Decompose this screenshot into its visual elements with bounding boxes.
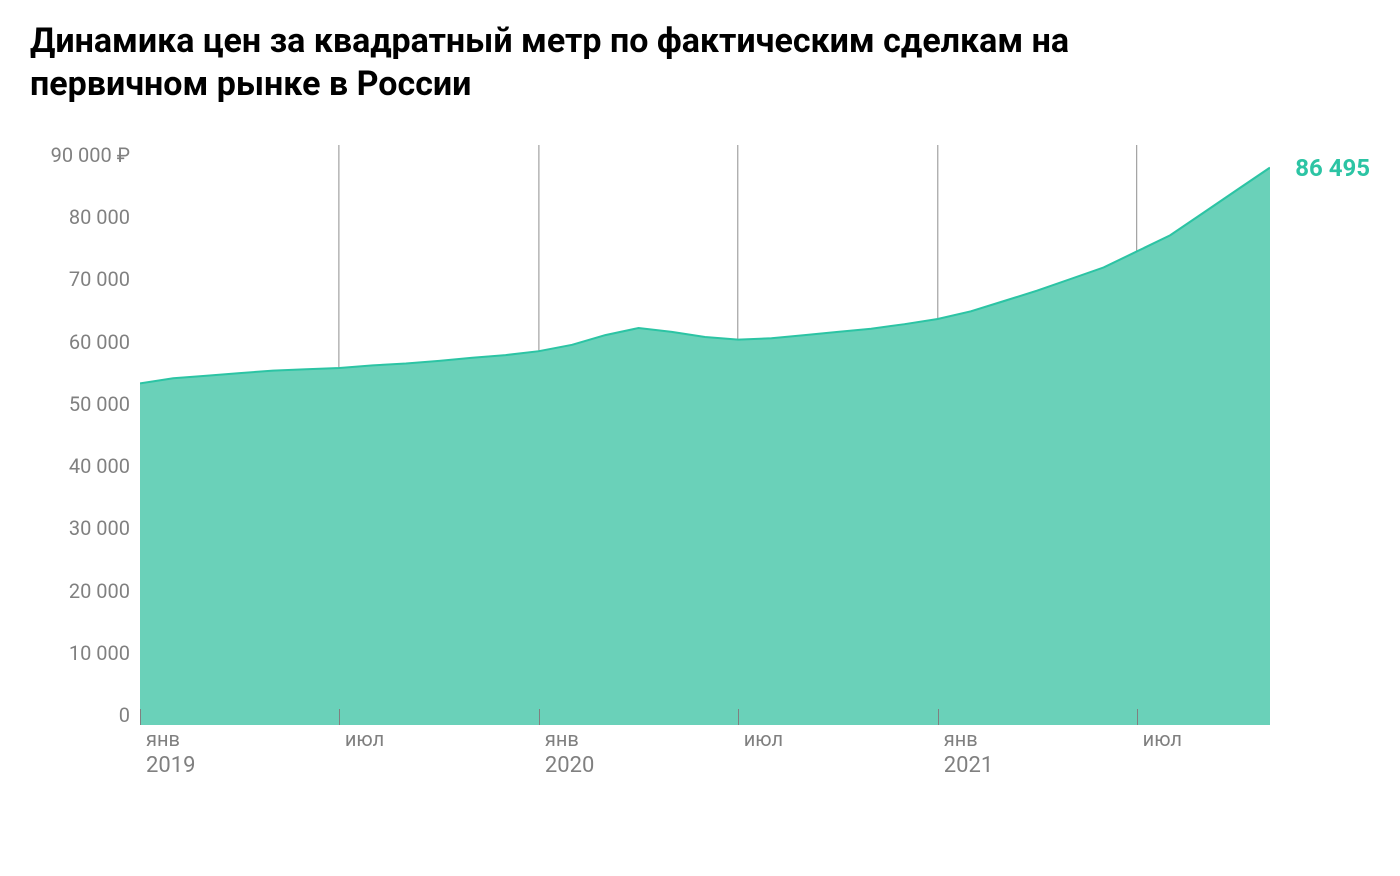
y-tick-label: 40 000 bbox=[69, 456, 130, 476]
x-tick-month: июл bbox=[738, 727, 783, 751]
x-tickmark bbox=[738, 709, 739, 725]
x-tickmark bbox=[539, 709, 540, 725]
y-tick-label: 80 000 bbox=[69, 207, 130, 227]
x-axis: янв2019июлянв2020июлянв2021июл bbox=[140, 725, 1270, 805]
x-tick: июл bbox=[738, 725, 783, 751]
area-fill bbox=[140, 168, 1270, 725]
x-tick-month: янв bbox=[140, 727, 195, 751]
x-tick-month: янв bbox=[539, 727, 594, 751]
x-tick: янв2021 bbox=[938, 725, 993, 778]
chart-wrap: 90 000 ₽ 80 000 70 000 60 000 50 000 40 000 30… bbox=[30, 145, 1370, 805]
end-value-label: 86 495 bbox=[1295, 154, 1370, 182]
y-tick-label: 10 000 bbox=[69, 643, 130, 663]
x-tick: июл bbox=[339, 725, 384, 751]
y-tick-label: 90 000 ₽ bbox=[51, 145, 130, 165]
x-tickmark bbox=[1137, 709, 1138, 725]
chart-title: Динамика цен за квадратный метр по факти… bbox=[30, 20, 1130, 105]
x-tick: июл bbox=[1137, 725, 1182, 751]
y-tick-label: 50 000 bbox=[69, 394, 130, 414]
x-tick-year: 2020 bbox=[539, 753, 594, 778]
x-tick: янв2019 bbox=[140, 725, 195, 778]
plot: 86 495 янв2019июлянв2020июлянв2021июл bbox=[140, 145, 1370, 805]
x-tick-year: 2019 bbox=[140, 753, 195, 778]
plot-area bbox=[140, 145, 1270, 725]
y-axis: 90 000 ₽ 80 000 70 000 60 000 50 000 40 000 30… bbox=[30, 145, 140, 805]
x-tick-year: 2021 bbox=[938, 753, 993, 778]
x-tick-month: янв bbox=[938, 727, 993, 751]
x-tick: янв2020 bbox=[539, 725, 594, 778]
y-tick-label: 70 000 bbox=[69, 269, 130, 289]
chart-container: Динамика цен за квадратный метр по факти… bbox=[0, 0, 1400, 876]
x-tickmark bbox=[140, 709, 141, 725]
x-tickmark bbox=[339, 709, 340, 725]
x-tickmark bbox=[938, 709, 939, 725]
x-tick-month: июл bbox=[1137, 727, 1182, 751]
y-tick-label: 0 bbox=[119, 705, 130, 725]
y-tick-label: 20 000 bbox=[69, 581, 130, 601]
area-svg bbox=[140, 145, 1270, 725]
x-tick-month: июл bbox=[339, 727, 384, 751]
y-tick-label: 60 000 bbox=[69, 332, 130, 352]
y-tick-label: 30 000 bbox=[69, 518, 130, 538]
